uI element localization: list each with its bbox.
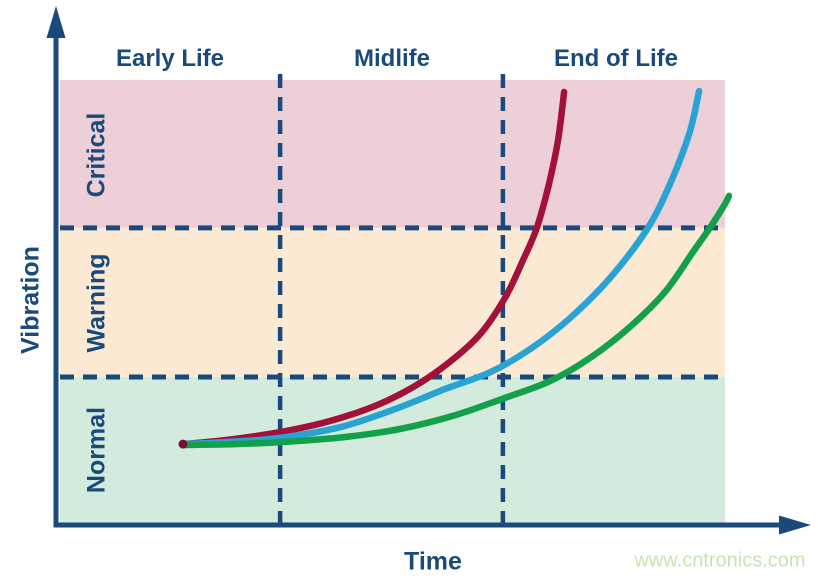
x-axis-label: Time	[404, 547, 462, 576]
zone-bands	[60, 80, 725, 524]
y-axis-label: Vibration	[16, 246, 45, 354]
phase-label-midlife: Midlife	[354, 45, 430, 72]
curve-green-slow-degradation	[179, 192, 733, 449]
zone-threshold-lines	[60, 225, 725, 380]
zone-label-critical: Critical	[82, 112, 111, 198]
zone-band-warning	[60, 227, 725, 378]
x-axis-arrow-icon	[779, 515, 811, 535]
zone-label-warning: Warning	[82, 253, 111, 353]
zone-label-normal: Normal	[82, 406, 111, 494]
phase-label-early-life: Early Life	[115, 45, 225, 72]
zone-band-critical	[60, 80, 725, 228]
phase-divider-lines	[277, 74, 506, 524]
curve-red-fast-degradation	[179, 88, 568, 448]
y-axis-arrow-icon	[46, 6, 66, 38]
degradation-curves	[178, 87, 733, 449]
curve-blue-medium-degradation	[179, 87, 703, 448]
phase-label-end-of-life: End of Life	[554, 45, 678, 72]
curve-start-dot	[178, 439, 188, 449]
watermark-url: www.cntronics.com	[634, 549, 806, 572]
